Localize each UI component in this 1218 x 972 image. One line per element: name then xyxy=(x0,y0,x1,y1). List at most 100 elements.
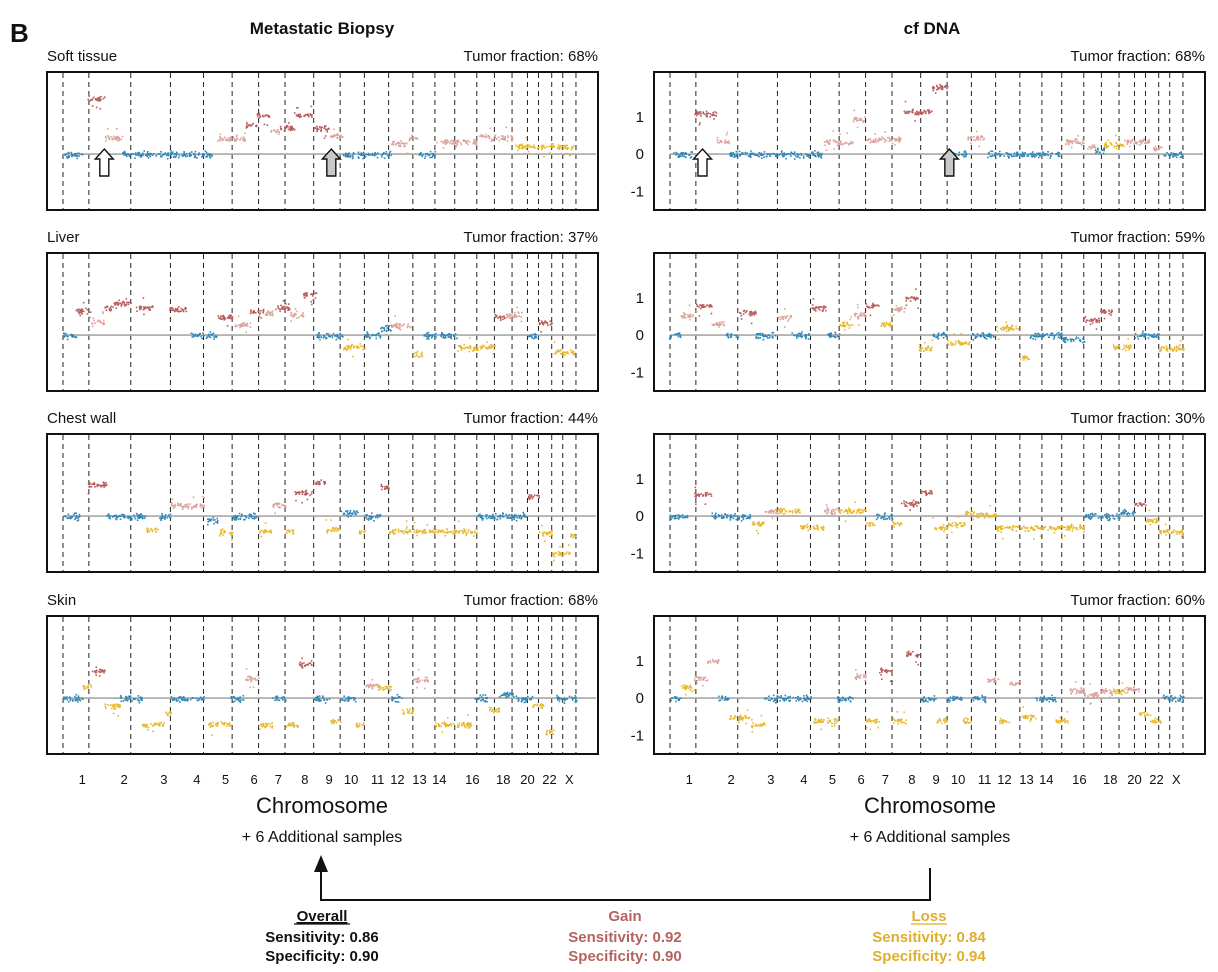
cnv-point xyxy=(571,146,573,148)
cnv-point xyxy=(835,141,837,143)
cnv-segment xyxy=(1153,145,1163,152)
cnv-point xyxy=(541,148,543,151)
cnv-point xyxy=(1136,141,1138,144)
cnv-point xyxy=(169,517,172,519)
cnv-point xyxy=(373,334,375,337)
cnv-point xyxy=(953,344,956,346)
cnv-point xyxy=(854,116,857,119)
cnv-point xyxy=(251,517,254,520)
cnv-point xyxy=(1144,142,1146,144)
cnv-point xyxy=(103,483,106,485)
cnv-point xyxy=(389,533,391,535)
cnv-point xyxy=(1021,151,1024,154)
cnv-point xyxy=(505,126,508,128)
cnv-point xyxy=(765,155,767,158)
cnv-point xyxy=(729,519,732,521)
cnv-point xyxy=(999,327,1002,330)
cnv-point xyxy=(541,320,543,322)
cnv-point xyxy=(292,315,294,318)
cnv-point xyxy=(176,309,178,311)
cnv-point xyxy=(562,353,565,356)
cnv-point xyxy=(475,528,477,531)
cnv-point xyxy=(839,324,842,326)
cnv-point xyxy=(302,293,305,296)
cnv-point xyxy=(844,329,846,331)
cnv-point xyxy=(967,136,970,138)
cnv-point xyxy=(869,314,872,317)
cnv-point xyxy=(317,128,320,131)
cnv-point xyxy=(895,138,898,140)
cnv-point xyxy=(358,346,360,349)
cnv-point xyxy=(749,513,751,516)
cnv-point xyxy=(296,317,298,319)
cnv-point xyxy=(285,307,287,309)
cnv-point xyxy=(537,148,539,151)
cnv-point xyxy=(696,110,698,113)
cnv-point xyxy=(309,494,311,497)
cnv-point xyxy=(324,481,326,483)
cnv-point xyxy=(920,492,923,494)
cnv-point xyxy=(690,156,693,158)
cnv-point xyxy=(114,138,117,141)
cnv-segment xyxy=(479,341,496,355)
cnv-point xyxy=(834,508,837,511)
cnv-point xyxy=(994,152,997,154)
cnv-point xyxy=(570,535,573,538)
cnv-point xyxy=(315,481,317,484)
cnv-point xyxy=(98,99,101,101)
cnv-point xyxy=(248,123,250,126)
cnv-point xyxy=(320,127,322,129)
cnv-segment xyxy=(875,512,894,521)
cnv-point xyxy=(349,156,352,158)
cnv-point xyxy=(741,152,743,155)
cnv-point xyxy=(757,333,760,335)
cnv-point xyxy=(895,139,898,142)
cnv-point xyxy=(1071,338,1073,340)
cnv-point xyxy=(1156,334,1159,336)
cnv-point xyxy=(820,157,823,159)
cnv-point xyxy=(392,529,394,532)
cnv-point xyxy=(1005,327,1007,330)
cnv-point xyxy=(706,491,709,494)
cnv-point xyxy=(501,515,504,517)
cnv-point xyxy=(1047,154,1049,157)
cnv-point xyxy=(104,306,107,309)
cnv-point xyxy=(444,534,446,537)
cnv-point xyxy=(847,324,850,327)
cnv-point xyxy=(785,157,787,160)
cnv-point xyxy=(874,133,876,135)
cnv-point xyxy=(733,154,736,157)
cnv-point xyxy=(304,492,307,495)
cnv-point xyxy=(69,517,71,520)
cnv-point xyxy=(712,113,715,116)
cnv-point xyxy=(714,514,716,516)
cnv-point xyxy=(441,333,444,335)
cnv-point xyxy=(978,145,980,148)
cnv-point xyxy=(167,153,169,156)
cnv-point xyxy=(1143,335,1146,338)
cnv-point xyxy=(67,517,69,519)
cnv-point xyxy=(492,513,494,516)
cnv-point xyxy=(63,336,65,338)
cnv-point xyxy=(749,312,752,315)
cnv-point xyxy=(780,510,782,512)
cnv-point xyxy=(288,122,290,124)
cnv-point xyxy=(865,510,868,512)
cnv-point xyxy=(393,140,395,143)
cnv-point xyxy=(878,137,881,140)
cnv-point xyxy=(860,512,863,514)
cnv-point xyxy=(673,333,676,336)
cnv-point xyxy=(812,298,815,300)
cnv-point xyxy=(542,531,545,534)
cnv-point xyxy=(431,336,433,339)
cnv-point xyxy=(135,306,138,309)
cnv-point xyxy=(504,138,506,141)
cnv-point xyxy=(348,512,351,515)
cnv-point xyxy=(170,309,173,312)
cnv-point xyxy=(688,154,690,156)
cnv-point xyxy=(448,531,450,533)
cnv-point xyxy=(744,515,746,518)
cnv-point xyxy=(691,151,693,153)
cnv-segment xyxy=(289,308,305,322)
cnv-point xyxy=(388,153,390,155)
